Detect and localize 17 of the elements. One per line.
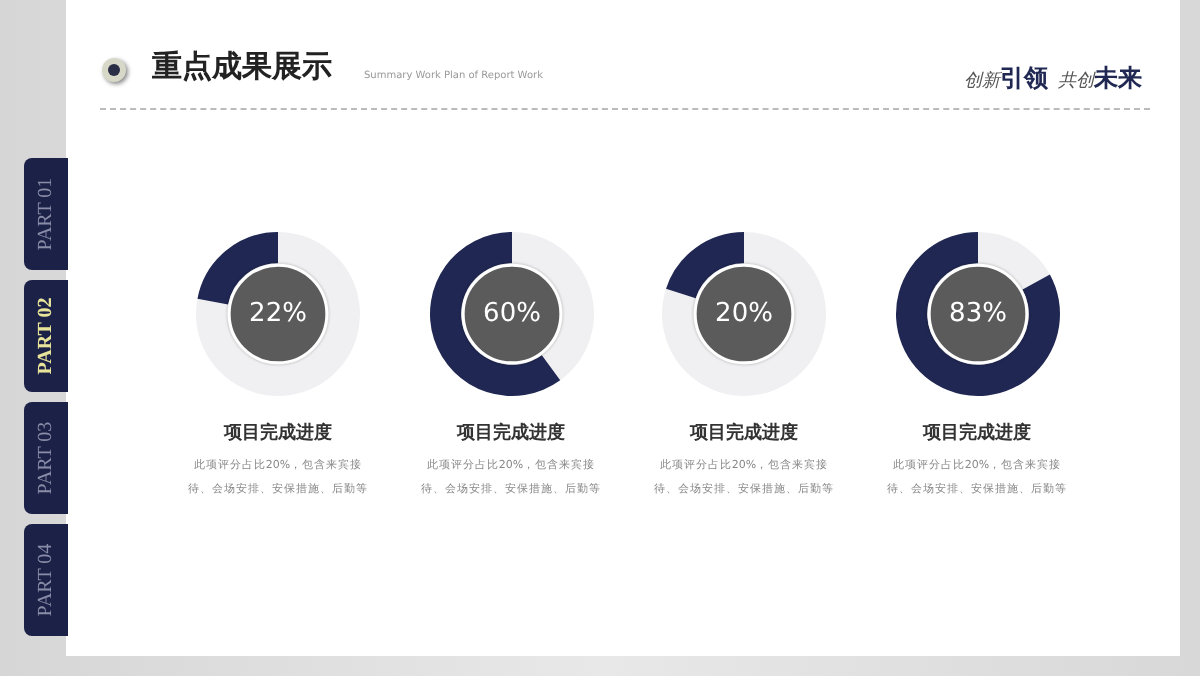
text: 重点成果展示 <box>152 48 332 86</box>
text: PART 04 <box>35 543 57 617</box>
text: 项目完成进度 <box>454 420 567 446</box>
text: 项目完成进度 <box>221 420 334 446</box>
data-label: 20% <box>715 298 773 329</box>
text: 引领 <box>1000 64 1048 92</box>
text: 项目完成进度 <box>920 420 1033 446</box>
text: 项目完成进度 <box>687 420 800 446</box>
text: PART 02 <box>35 297 57 375</box>
data-label: 60% <box>482 298 540 329</box>
text: 共创 <box>1058 70 1094 90</box>
data-label: 83% <box>948 298 1006 329</box>
data-label: 22% <box>249 298 307 329</box>
text: 未来 <box>1094 64 1142 92</box>
text: PART 03 <box>35 421 57 495</box>
text: 创新 <box>964 70 1000 90</box>
text: PART 01 <box>35 177 57 251</box>
